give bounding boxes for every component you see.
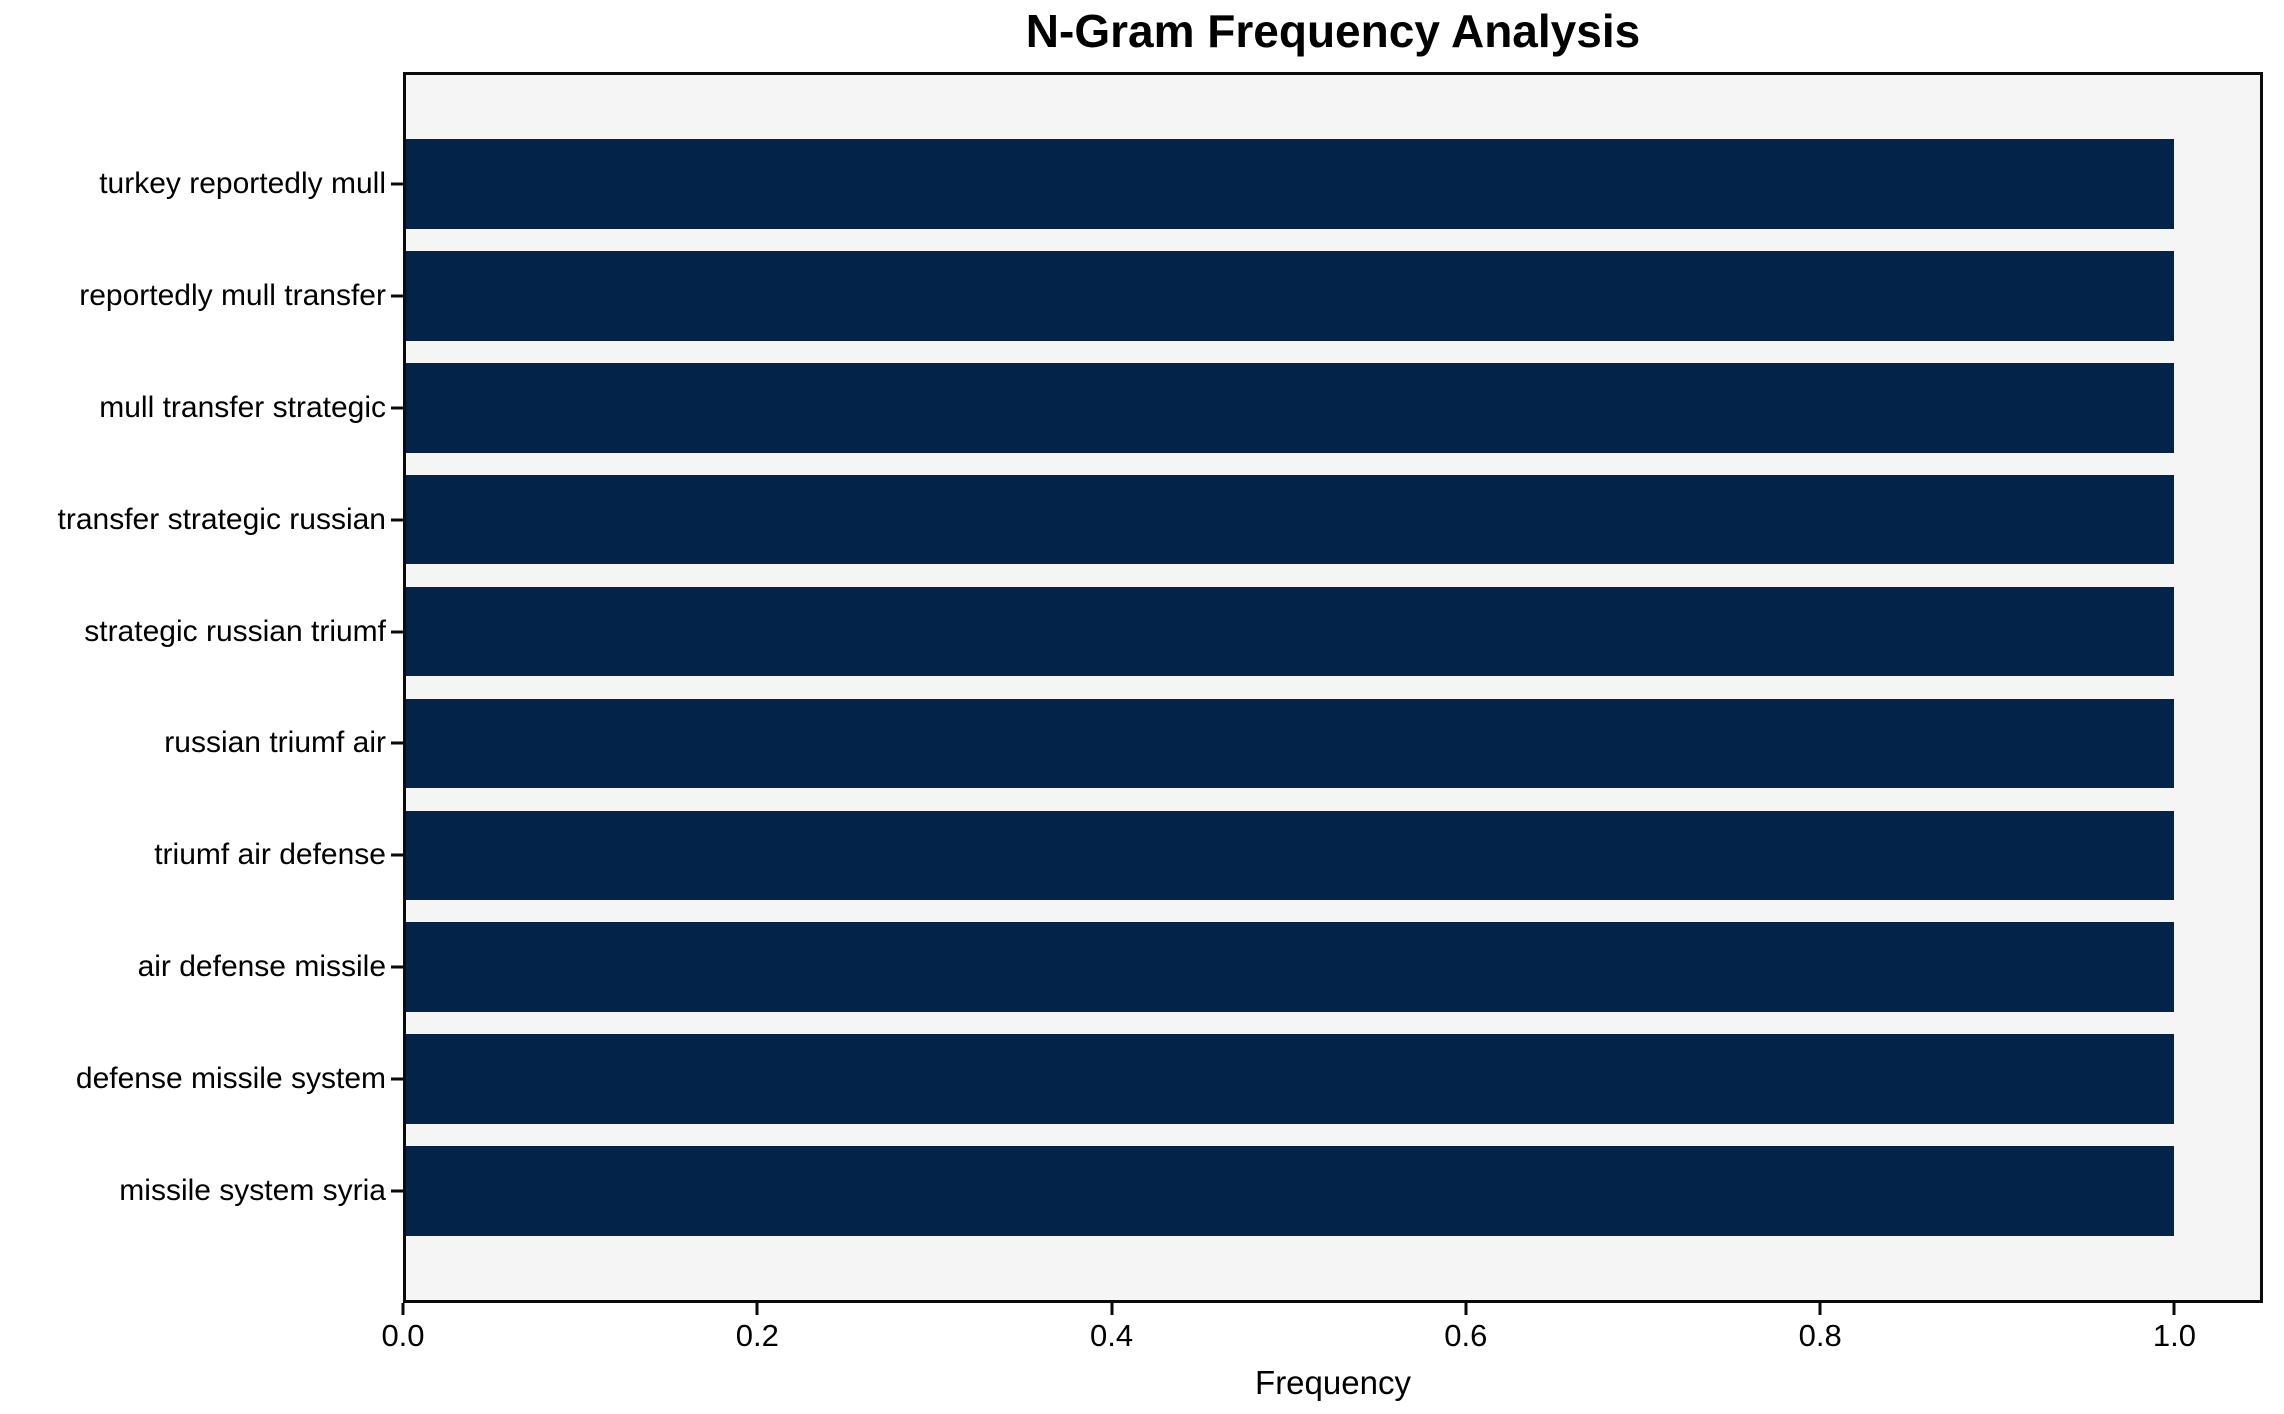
y-axis-ticks — [391, 72, 403, 1303]
y-tick-mark — [391, 1189, 403, 1193]
bar — [403, 1034, 2175, 1124]
y-tick-mark — [391, 294, 403, 298]
bar — [403, 698, 2175, 789]
bar — [403, 474, 2175, 565]
x-tick-mark — [755, 1303, 759, 1315]
bar — [403, 922, 2175, 1012]
x-tick-label: 0.6 — [1444, 1318, 1488, 1353]
y-axis-labels: turkey reportedly mull reportedly mull tr… — [0, 72, 386, 1303]
y-tick-mark — [391, 853, 403, 857]
y-tick-label: reportedly mull transfer — [79, 278, 386, 312]
x-tick-label: 0.4 — [1090, 1318, 1134, 1353]
y-tick-label: mull transfer strategic — [99, 390, 386, 424]
bar — [403, 362, 2175, 453]
y-tick-label: russian triumf air — [164, 726, 386, 760]
x-tick-mark — [2172, 1303, 2176, 1315]
y-tick-mark — [391, 1077, 403, 1081]
y-tick-label: defense missile system — [75, 1062, 386, 1096]
y-tick-mark — [391, 182, 403, 186]
x-axis-ticks — [401, 1303, 2263, 1315]
y-tick-label: strategic russian triumf — [84, 614, 386, 648]
y-tick-mark — [391, 965, 403, 969]
x-tick-label: 1.0 — [2152, 1318, 2196, 1353]
y-tick-label: turkey reportedly mull — [99, 166, 386, 200]
bar — [403, 810, 2175, 901]
y-tick-mark — [391, 741, 403, 745]
y-tick-mark — [391, 406, 403, 410]
y-tick-label: triumf air defense — [154, 838, 386, 872]
y-tick-label: air defense missile — [137, 950, 386, 984]
y-tick-mark — [391, 518, 403, 522]
bar — [403, 586, 2175, 677]
x-tick-mark — [1110, 1303, 1114, 1315]
x-tick-label: 0.0 — [381, 1318, 425, 1353]
x-tick-mark — [401, 1303, 405, 1315]
x-tick-mark — [1818, 1303, 1822, 1315]
x-axis-title: Frequency — [1255, 1364, 1411, 1401]
bar — [403, 139, 2175, 229]
x-tick-label: 0.2 — [735, 1318, 779, 1353]
bar — [403, 1146, 2175, 1236]
x-tick-mark — [1464, 1303, 1468, 1315]
chart-title: N-Gram Frequency Analysis — [1025, 5, 1641, 57]
y-tick-label: missile system syria — [119, 1174, 386, 1208]
bar — [403, 251, 2175, 341]
x-axis-tick-labels: 0.0 0.2 0.4 0.6 0.8 1.0 — [381, 1318, 2263, 1358]
y-tick-label: transfer strategic russian — [57, 502, 386, 536]
bars-layer — [403, 72, 2263, 1303]
y-tick-mark — [391, 630, 403, 634]
x-tick-label: 0.8 — [1798, 1318, 1842, 1353]
